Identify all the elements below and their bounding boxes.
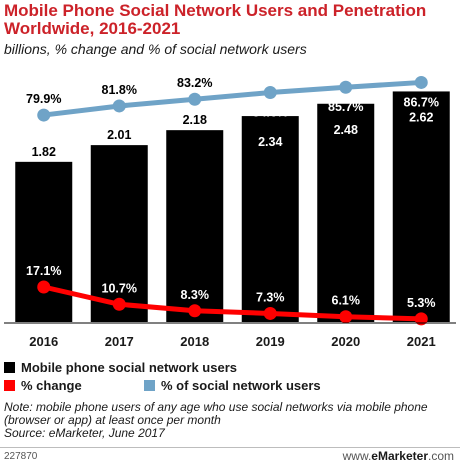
x-tick-label-2019: 2019 — [256, 334, 285, 349]
bar-label-2019: 2.34 — [258, 135, 282, 149]
x-tick-label-2020: 2020 — [331, 334, 360, 349]
footer-divider — [0, 447, 460, 448]
x-tick-label-2016: 2016 — [29, 334, 58, 349]
penetration-point-2020 — [339, 80, 353, 94]
chart-note: Note: mobile phone users of any age who … — [4, 401, 456, 440]
penetration-label-2016: 79.9% — [26, 92, 61, 106]
bar-label-2018: 2.18 — [183, 113, 207, 127]
change-label-2017: 10.7% — [102, 281, 137, 295]
bar-2018 — [166, 130, 224, 322]
penetration-label-2017: 81.8% — [102, 83, 137, 97]
penetration-line — [43, 79, 422, 118]
change-label-2019: 7.3% — [256, 290, 285, 304]
change-point-2019 — [263, 306, 277, 320]
legend-item-change: % change — [4, 378, 82, 393]
change-point-2018 — [188, 304, 202, 318]
penetration-label-2020: 85.7% — [328, 100, 363, 114]
bar-2016 — [15, 161, 73, 322]
legend-label-change: % change — [21, 378, 82, 393]
change-label-2021: 5.3% — [407, 296, 436, 310]
bar-2021 — [392, 91, 450, 322]
penetration-point-2016 — [37, 108, 51, 122]
chart-id: 227870 — [4, 451, 38, 462]
legend-label-users: Mobile phone social network users — [21, 360, 237, 375]
penetration-point-2018 — [188, 92, 202, 106]
legend-item-penetration: % of social network users — [144, 378, 321, 393]
penetration-point-2021 — [414, 75, 428, 89]
legend-item-users: Mobile phone social network users — [4, 360, 237, 375]
legend-swatch-users — [4, 362, 15, 373]
penetration-point-2017 — [112, 99, 126, 113]
brand-logo: www.eMarketer.com — [343, 449, 454, 463]
change-point-2021 — [414, 312, 428, 326]
bar-2020 — [317, 103, 375, 322]
change-point-2016 — [37, 280, 51, 294]
bar-label-2017: 2.01 — [107, 128, 131, 142]
legend-swatch-change — [4, 380, 15, 391]
legend-swatch-penetration — [144, 380, 155, 391]
penetration-label-2018: 83.2% — [177, 76, 212, 90]
change-point-2017 — [112, 297, 126, 311]
source-text: Source: eMarketer, June 2017 — [4, 426, 165, 440]
bar-label-2021: 2.62 — [409, 110, 433, 124]
x-tick-label-2018: 2018 — [180, 334, 209, 349]
x-tick-label-2017: 2017 — [105, 334, 134, 349]
note-text: Note: mobile phone users of any age who … — [4, 400, 428, 427]
change-label-2016: 17.1% — [26, 264, 61, 278]
bar-label-2016: 1.82 — [32, 145, 56, 159]
change-label-2018: 8.3% — [181, 288, 210, 302]
brand-suffix: .com — [427, 449, 454, 463]
legend-label-penetration: % of social network users — [161, 378, 321, 393]
penetration-label-2021: 86.7% — [404, 95, 439, 109]
chart-title: Mobile Phone Social Network Users and Pe… — [4, 1, 427, 38]
change-label-2020: 6.1% — [332, 294, 361, 308]
change-point-2020 — [339, 310, 353, 324]
change-line — [43, 284, 422, 322]
penetration-point-2019 — [263, 86, 277, 100]
x-tick-label-2021: 2021 — [407, 334, 436, 349]
chart-subtitle: billions, % change and % of social netwo… — [4, 41, 307, 57]
bar-label-2020: 2.48 — [334, 123, 358, 137]
penetration-label-2019: 84.6% — [253, 106, 288, 120]
brand-prefix: www. — [342, 449, 372, 463]
brand-name: eMarketer — [371, 449, 428, 463]
bar-2019 — [241, 116, 299, 322]
bar-2017 — [90, 145, 148, 322]
